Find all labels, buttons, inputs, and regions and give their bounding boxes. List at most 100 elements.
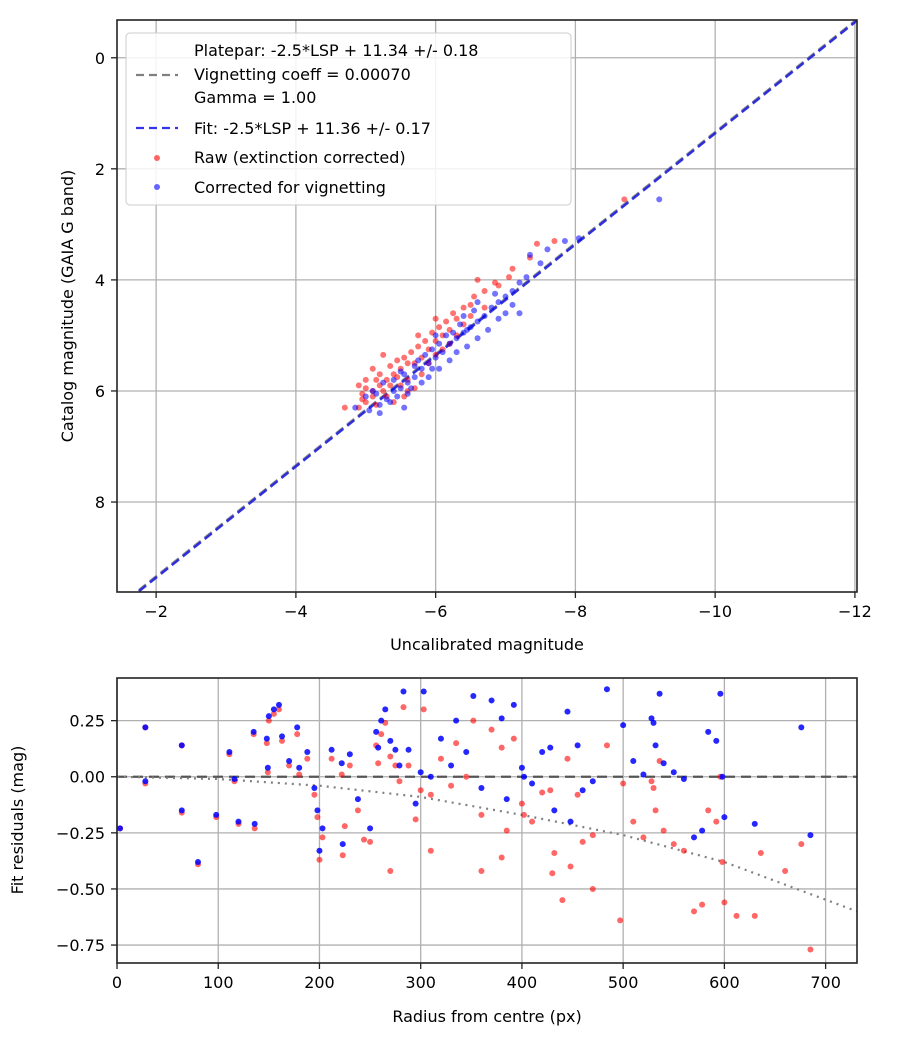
raw-residual-point xyxy=(400,704,407,711)
corrected-residual-point xyxy=(574,742,581,749)
raw-residual-point xyxy=(559,897,566,904)
corrected-residual-point xyxy=(529,780,536,787)
corrected-residual-point xyxy=(652,742,659,749)
bottom-x-tick-label: 300 xyxy=(405,973,436,992)
corrected-residual-point xyxy=(251,820,258,827)
legend-platepar-label-line2: Vignetting coeff = 0.00070 xyxy=(194,65,411,84)
corrected-residual-point xyxy=(691,834,698,841)
corrected-residual-point xyxy=(453,717,460,724)
raw-point xyxy=(481,304,488,311)
corrected-point xyxy=(411,374,418,381)
raw-residual-point xyxy=(427,847,434,854)
raw-residual-point xyxy=(319,834,326,841)
raw-residual-point xyxy=(275,706,282,713)
corrected-residual-point xyxy=(286,758,293,765)
raw-residual-point xyxy=(498,744,505,751)
top-y-tick-label: 8 xyxy=(95,493,105,512)
top-x-axis-label: Uncalibrated magnitude xyxy=(390,635,584,654)
raw-point xyxy=(481,288,488,295)
raw-point xyxy=(450,310,457,317)
raw-residual-point xyxy=(294,731,301,738)
corrected-residual-point xyxy=(510,701,517,708)
raw-residual-point xyxy=(564,755,571,762)
raw-residual-point xyxy=(782,867,789,874)
corrected-residual-point xyxy=(589,778,596,785)
corrected-point xyxy=(390,387,397,394)
raw-residual-point xyxy=(316,856,323,863)
corrected-residual-point xyxy=(640,771,647,778)
raw-residual-point xyxy=(296,771,303,778)
corrected-point xyxy=(502,293,509,300)
corrected-residual-point xyxy=(564,708,571,715)
raw-residual-point xyxy=(574,791,581,798)
bottom-x-tick-label: 400 xyxy=(507,973,538,992)
raw-point xyxy=(533,240,540,247)
raw-residual-point xyxy=(311,791,318,798)
raw-residual-point xyxy=(396,778,403,785)
raw-residual-point xyxy=(339,852,346,859)
top-y-tick-label: 6 xyxy=(95,382,105,401)
raw-residual-point xyxy=(304,755,311,762)
raw-residual-point xyxy=(375,760,382,767)
corrected-residual-point xyxy=(328,746,335,753)
corrected-point xyxy=(404,379,411,386)
corrected-point xyxy=(425,374,432,381)
corrected-point xyxy=(436,340,443,347)
legend-fit-label: Fit: -2.5*LSP + 11.36 +/- 0.17 xyxy=(194,119,431,138)
raw-point xyxy=(387,382,394,389)
raw-residual-point xyxy=(579,838,586,845)
corrected-residual-point xyxy=(346,751,353,758)
corrected-point xyxy=(523,274,530,281)
fit-line xyxy=(135,20,857,592)
corrected-residual-point xyxy=(354,796,361,803)
raw-point xyxy=(509,265,516,272)
corrected-residual-point xyxy=(620,722,627,729)
corrected-residual-point xyxy=(316,847,323,854)
corrected-residual-point xyxy=(311,784,318,791)
corrected-point xyxy=(415,357,422,364)
bottom-x-tick-label: 700 xyxy=(810,973,841,992)
raw-point xyxy=(362,376,369,383)
legend-corrected-label: Corrected for vignetting xyxy=(194,178,386,197)
corrected-residual-point xyxy=(382,706,389,713)
corrected-residual-point xyxy=(405,746,412,753)
corrected-residual-point xyxy=(547,744,554,751)
raw-point xyxy=(408,349,415,356)
raw-residual-point xyxy=(503,827,510,834)
bottom-x-tick-label: 200 xyxy=(304,973,335,992)
raw-residual-point xyxy=(453,740,460,747)
corrected-point xyxy=(446,357,453,364)
corrected-point xyxy=(495,315,502,322)
corrected-point xyxy=(474,318,481,325)
corrected-point xyxy=(418,379,425,386)
raw-residual-point xyxy=(420,706,427,713)
corrected-point xyxy=(481,312,488,319)
raw-residual-point xyxy=(251,825,258,832)
corrected-point xyxy=(453,349,460,356)
raw-point xyxy=(436,324,443,331)
corrected-point xyxy=(439,349,446,356)
corrected-point xyxy=(397,368,404,375)
raw-residual-point xyxy=(567,863,574,870)
top-plot: −2 −4 −6 −8 −10 −12 0 2 4 6 8 Uncalibrated magnitu… xyxy=(58,19,872,654)
corrected-residual-point xyxy=(579,787,586,794)
corrected-residual-point xyxy=(670,769,677,776)
raw-residual-point xyxy=(547,787,554,794)
corrected-point xyxy=(429,365,436,372)
corrected-residual-point xyxy=(798,724,805,731)
corrected-point xyxy=(376,401,383,408)
raw-point xyxy=(453,315,460,322)
top-ticks: −2 −4 −6 −8 −10 −12 0 2 4 6 8 xyxy=(95,49,872,621)
corrected-residual-point xyxy=(375,744,382,751)
raw-residual-point xyxy=(354,807,361,814)
raw-residual-point xyxy=(387,753,394,760)
raw-residual-point xyxy=(807,946,814,953)
raw-residual-point xyxy=(478,867,485,874)
bottom-y-tick-label: −0.50 xyxy=(56,880,105,899)
raw-residual-point xyxy=(652,807,659,814)
legend-corrected-marker xyxy=(154,184,160,190)
corrected-point xyxy=(575,235,582,242)
corrected-point xyxy=(369,387,376,394)
corrected-residual-point xyxy=(699,827,706,834)
raw-point xyxy=(432,315,439,322)
